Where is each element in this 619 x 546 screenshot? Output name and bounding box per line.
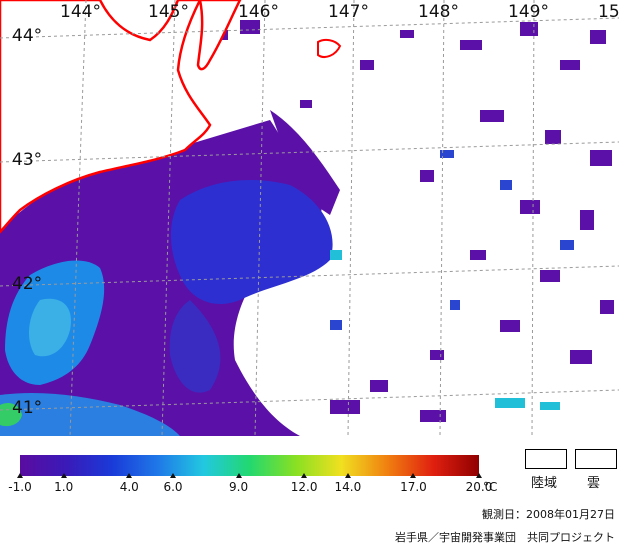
lon-label-144: 144° xyxy=(60,2,101,22)
cloud-legend-label: 雲 xyxy=(587,476,601,491)
colorbar-tick-label: 20.0 xyxy=(465,480,493,494)
sst-map xyxy=(0,0,619,436)
graticule xyxy=(0,0,619,436)
sea-surface-cyan-south xyxy=(0,393,180,436)
lon-label-148: 148° xyxy=(418,2,459,22)
colorbar-tick-label: 4.0 xyxy=(119,480,139,494)
colorbar-tick-mark xyxy=(170,473,176,478)
sea-surface-green xyxy=(0,403,22,427)
colorbar-tick-label: 1.0 xyxy=(54,480,74,494)
land-legend-swatch xyxy=(525,449,567,469)
colorbar-unit: °C xyxy=(483,480,498,494)
scattered-patches xyxy=(210,20,614,422)
colorbar-tick-mark xyxy=(126,473,133,478)
colorbar-tick-label: 12.0 xyxy=(290,480,318,494)
colorbar-tick-label: 9.0 xyxy=(229,480,249,494)
observation-date: 観測日：2008年01月27日 xyxy=(482,508,615,521)
lon-label-150: 15 xyxy=(598,2,619,22)
lat-label-43: 43° xyxy=(12,150,43,170)
temperature-colorbar xyxy=(20,455,479,476)
land-shiretoko xyxy=(196,0,242,71)
colorbar-tick-label: 14.0 xyxy=(334,480,362,494)
sea-surface-blue xyxy=(170,180,333,305)
colorbar-tick-mark xyxy=(301,473,308,478)
colorbar-tick-mark xyxy=(344,473,351,478)
project-credit: 岩手県／宇宙開発事業団 共同プロジェクト xyxy=(395,531,615,544)
sea-surface-cyan-2 xyxy=(28,298,71,357)
lon-label-149: 149° xyxy=(508,2,549,22)
sea-surface-blue-2 xyxy=(169,300,221,393)
land-legend-label: 陸域 xyxy=(531,476,558,491)
colorbar-tick-mark xyxy=(60,473,67,478)
sea-surface-purple-east xyxy=(270,110,340,215)
scattered-blue-patches xyxy=(330,150,574,330)
colorbar-tick-label: 17.0 xyxy=(400,480,427,494)
land-island xyxy=(317,38,342,58)
lat-label-41: 41° xyxy=(12,398,43,418)
land-hokkaido xyxy=(0,0,212,234)
colorbar-tick-mark xyxy=(17,473,23,478)
colorbar-tick-label: 6.0 xyxy=(163,480,183,494)
lon-label-147: 147° xyxy=(328,2,369,22)
cloud-legend-swatch xyxy=(575,449,617,469)
lat-label-44: 44° xyxy=(12,26,43,46)
colorbar-tick-mark xyxy=(410,473,417,478)
colorbar-tick-mark xyxy=(476,473,482,478)
lat-label-42: 42° xyxy=(12,274,43,294)
colorbar-tick-mark xyxy=(235,473,242,478)
lon-label-146: 146° xyxy=(238,2,279,22)
scattered-cyan-patches xyxy=(330,250,560,410)
colorbar-tick-label: -1.0 xyxy=(8,480,32,494)
lon-label-145: 145° xyxy=(148,2,189,22)
